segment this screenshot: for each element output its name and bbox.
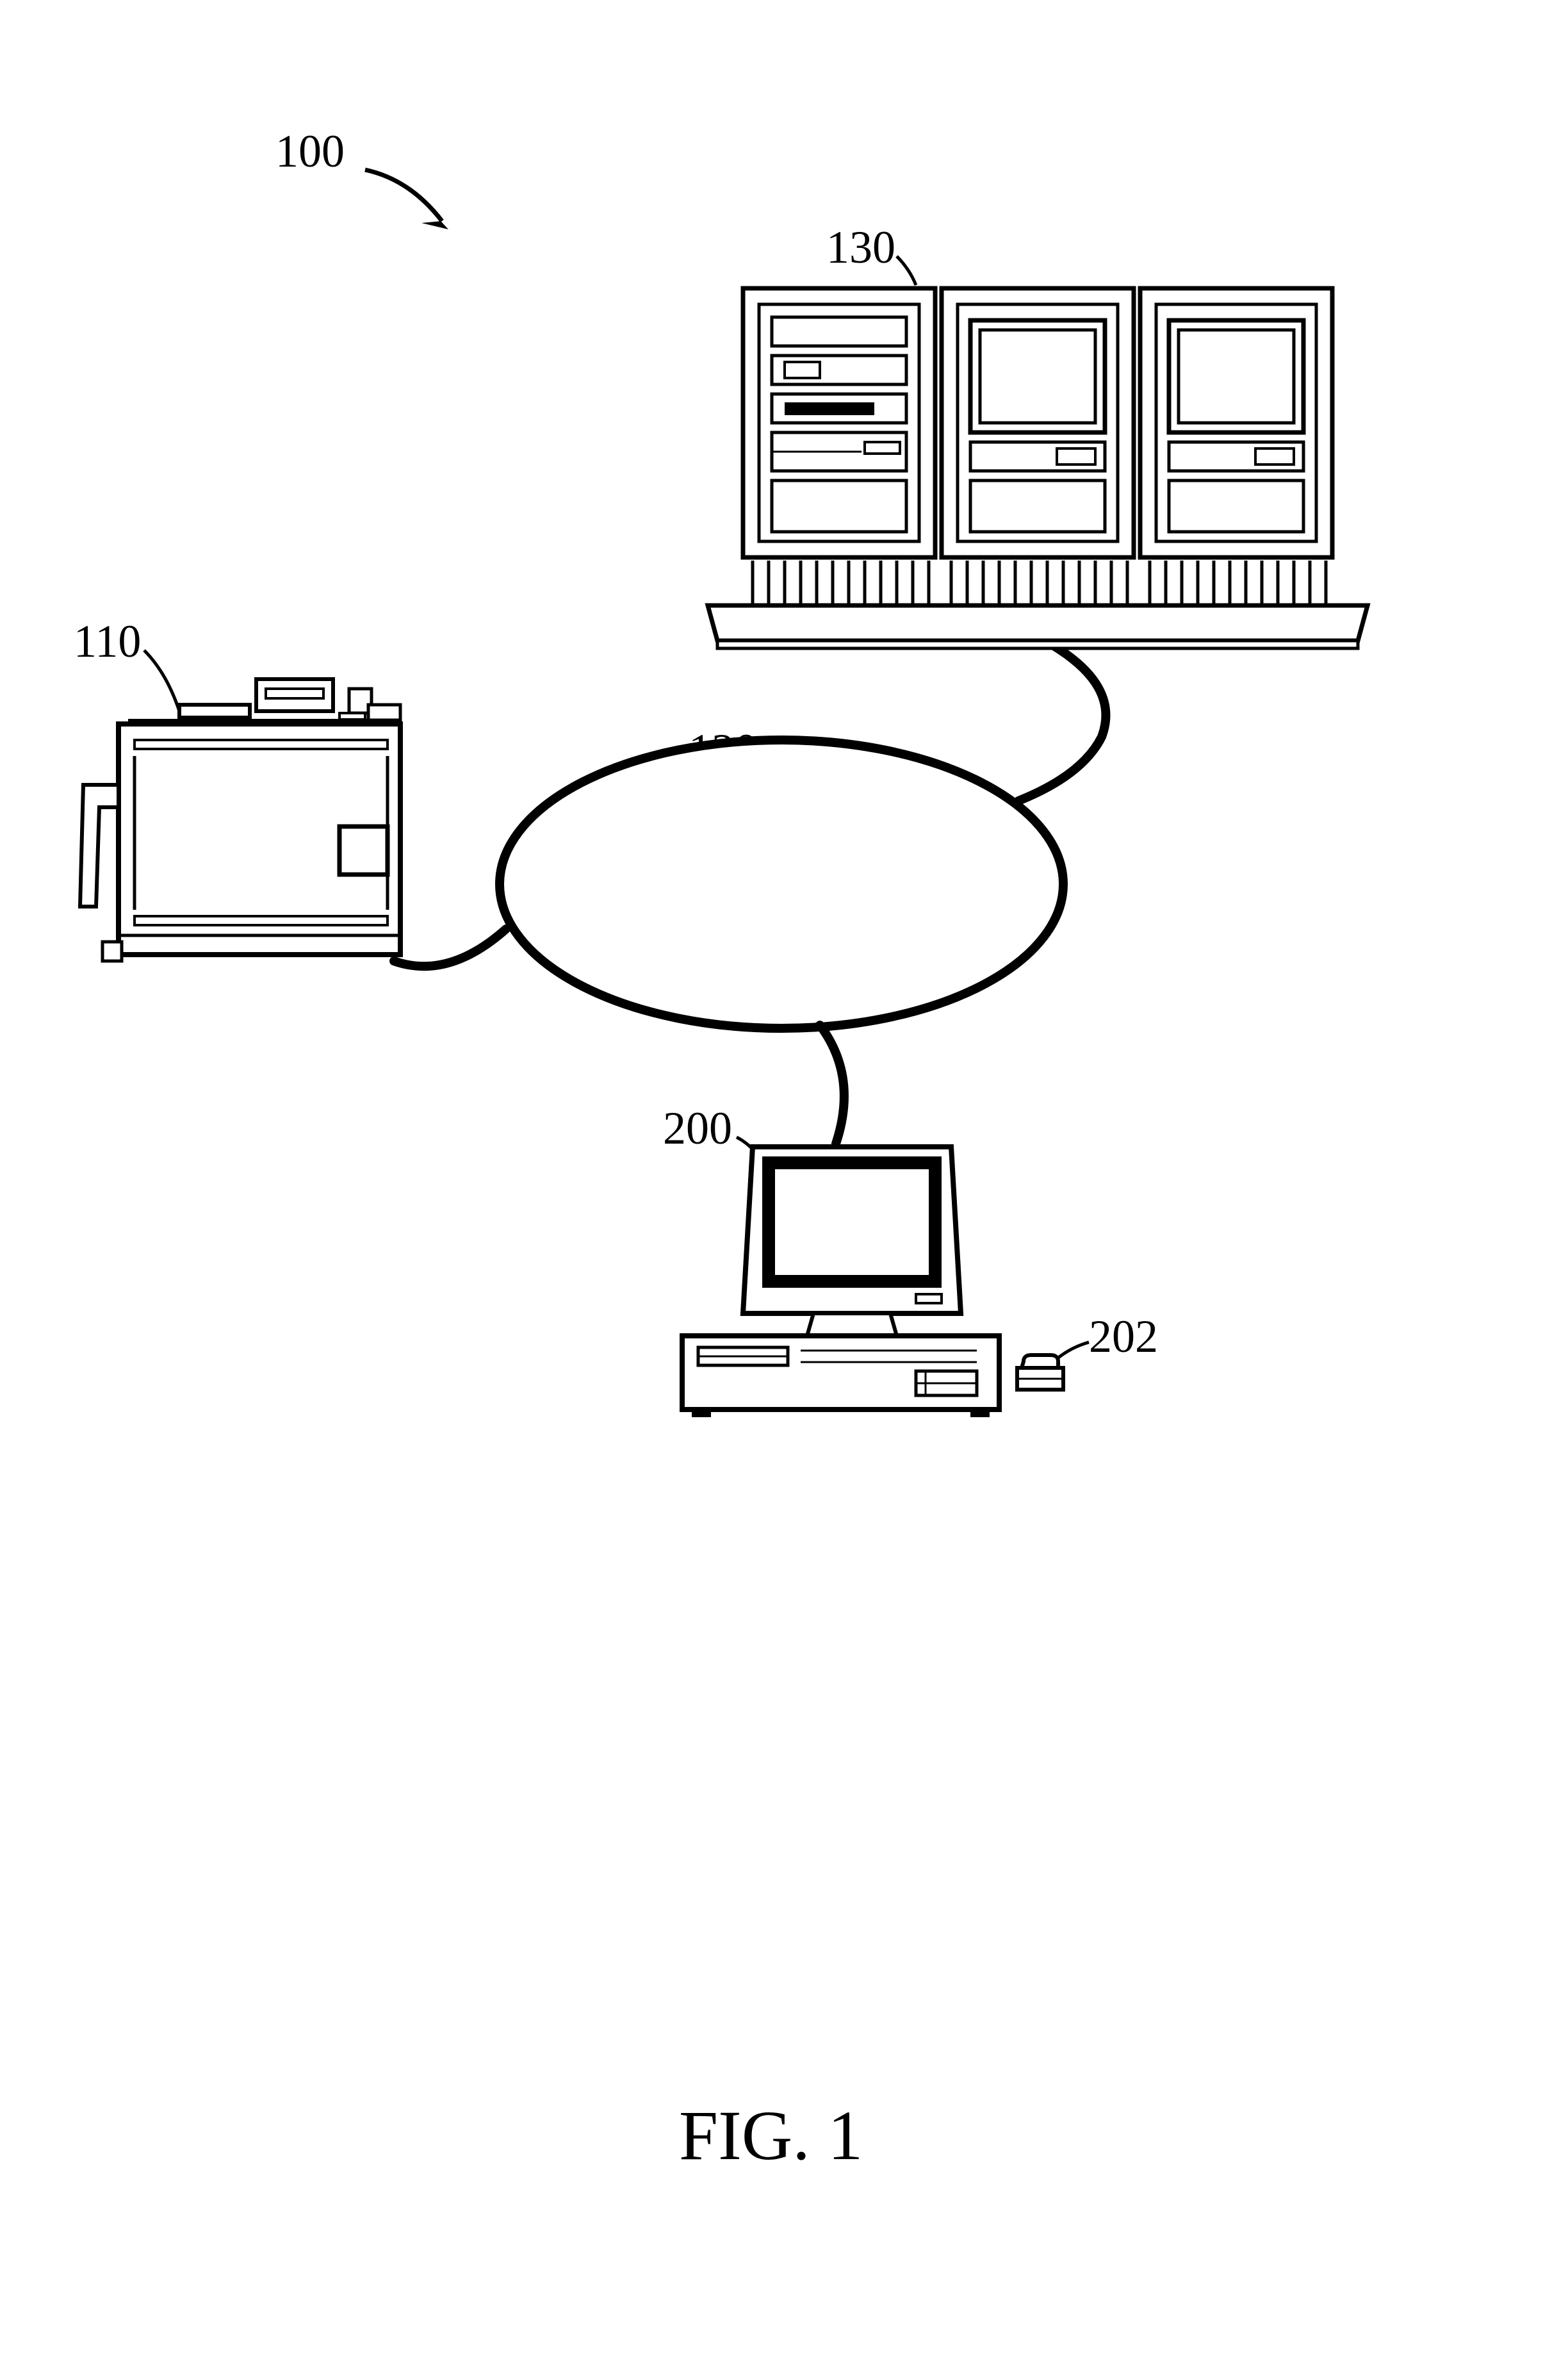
reference-arrow-icon — [365, 170, 448, 229]
computer-icon — [682, 1147, 999, 1417]
printer-icon — [80, 679, 400, 961]
server-network-connector — [1018, 644, 1106, 801]
network-cloud-icon — [500, 740, 1063, 1028]
computer-network-connector — [820, 1025, 844, 1144]
diagram-svg — [0, 0, 1568, 2359]
printer-network-connector — [394, 929, 506, 966]
mouse-icon — [1017, 1355, 1063, 1390]
server-rack-icon — [708, 288, 1368, 648]
